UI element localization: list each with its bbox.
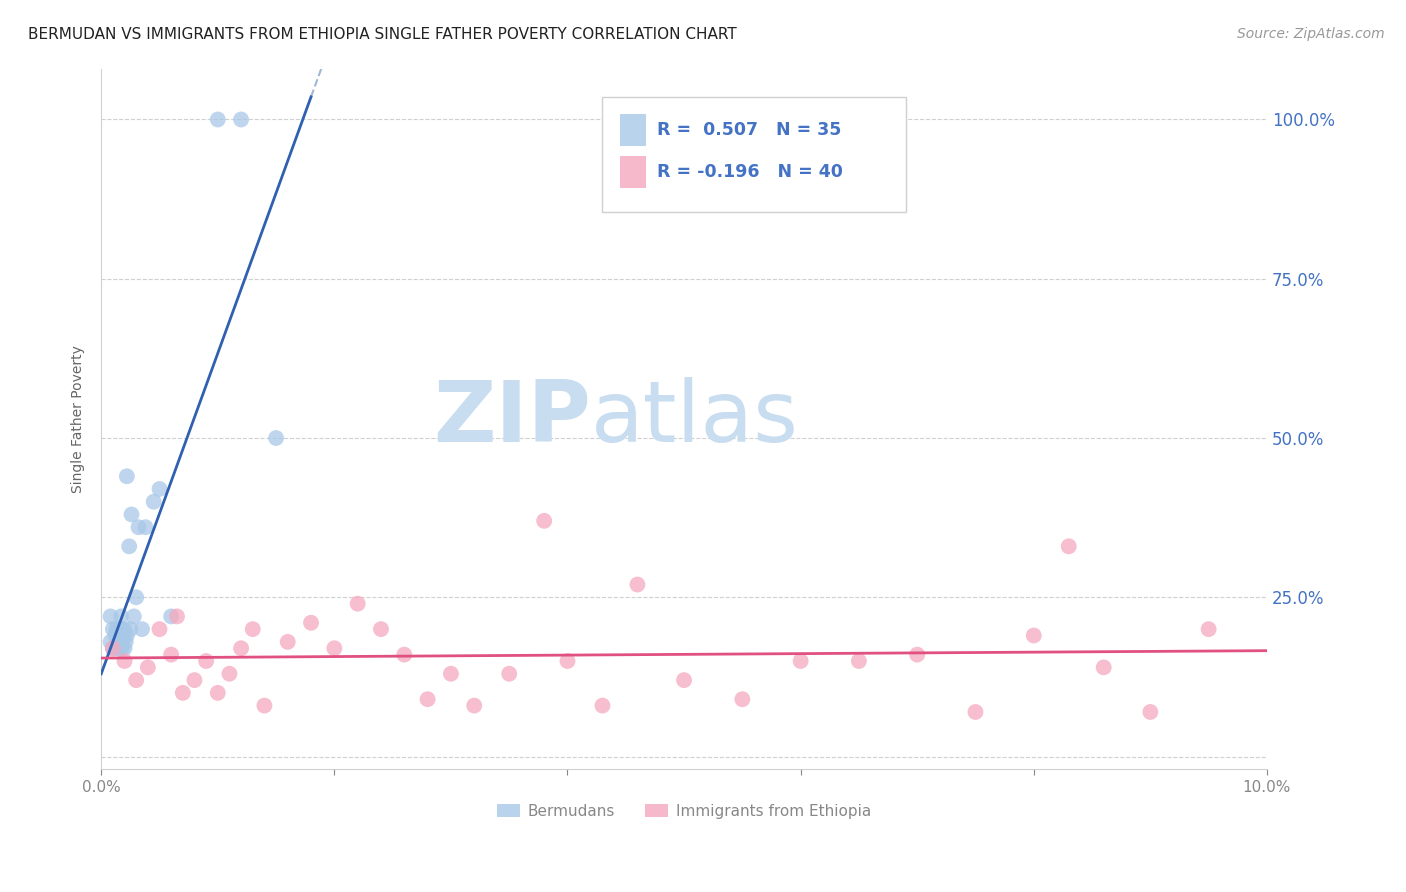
- Text: R = -0.196   N = 40: R = -0.196 N = 40: [657, 163, 844, 181]
- Text: ZIP: ZIP: [433, 377, 591, 460]
- Point: [101, 622, 124, 636]
- Text: Source: ZipAtlas.com: Source: ZipAtlas.com: [1237, 27, 1385, 41]
- Point: [114, 635, 136, 649]
- Point: [166, 609, 188, 624]
- Point: [277, 635, 299, 649]
- Text: R =  0.507   N = 35: R = 0.507 N = 35: [657, 120, 842, 139]
- Point: [111, 641, 134, 656]
- Point: [105, 622, 128, 636]
- Point: [195, 654, 218, 668]
- Point: [370, 622, 392, 636]
- Point: [121, 508, 143, 522]
- Point: [346, 597, 368, 611]
- Point: [253, 698, 276, 713]
- Text: atlas: atlas: [591, 377, 799, 460]
- Point: [323, 641, 346, 656]
- Point: [1057, 539, 1080, 553]
- Point: [108, 641, 131, 656]
- Point: [160, 648, 183, 662]
- Point: [114, 641, 136, 656]
- Point: [229, 641, 252, 656]
- Point: [125, 673, 148, 687]
- Point: [299, 615, 322, 630]
- Point: [142, 494, 165, 508]
- Point: [1198, 622, 1220, 636]
- Point: [115, 628, 138, 642]
- Point: [731, 692, 754, 706]
- Point: [101, 641, 124, 656]
- Point: [107, 641, 129, 656]
- Point: [120, 622, 142, 636]
- Point: [104, 628, 127, 642]
- Point: [172, 686, 194, 700]
- Text: BERMUDAN VS IMMIGRANTS FROM ETHIOPIA SINGLE FATHER POVERTY CORRELATION CHART: BERMUDAN VS IMMIGRANTS FROM ETHIOPIA SIN…: [28, 27, 737, 42]
- Point: [1092, 660, 1115, 674]
- Point: [114, 622, 136, 636]
- Point: [848, 654, 870, 668]
- Point: [264, 431, 287, 445]
- Point: [207, 112, 229, 127]
- Point: [114, 654, 136, 668]
- Point: [110, 635, 132, 649]
- Point: [218, 666, 240, 681]
- Point: [183, 673, 205, 687]
- FancyBboxPatch shape: [620, 114, 645, 145]
- Y-axis label: Single Father Poverty: Single Father Poverty: [72, 345, 86, 493]
- Point: [107, 622, 129, 636]
- Point: [789, 654, 811, 668]
- Point: [108, 628, 131, 642]
- Legend: Bermudans, Immigrants from Ethiopia: Bermudans, Immigrants from Ethiopia: [491, 797, 877, 825]
- Point: [440, 666, 463, 681]
- Point: [591, 698, 613, 713]
- Point: [557, 654, 579, 668]
- Point: [416, 692, 439, 706]
- Point: [136, 660, 159, 674]
- Point: [626, 577, 648, 591]
- Point: [673, 673, 696, 687]
- Point: [118, 539, 141, 553]
- Point: [112, 628, 135, 642]
- Point: [125, 591, 148, 605]
- Point: [160, 609, 183, 624]
- Point: [207, 686, 229, 700]
- Point: [463, 698, 485, 713]
- Point: [122, 609, 145, 624]
- Point: [128, 520, 150, 534]
- FancyBboxPatch shape: [620, 156, 645, 187]
- Point: [107, 635, 129, 649]
- FancyBboxPatch shape: [602, 96, 905, 212]
- Point: [1139, 705, 1161, 719]
- Point: [134, 520, 156, 534]
- Point: [1022, 628, 1045, 642]
- Point: [905, 648, 928, 662]
- Point: [101, 641, 124, 656]
- Point: [965, 705, 987, 719]
- Point: [111, 622, 134, 636]
- Point: [110, 609, 132, 624]
- Point: [131, 622, 153, 636]
- Point: [533, 514, 555, 528]
- Point: [394, 648, 416, 662]
- Point: [229, 112, 252, 127]
- Point: [498, 666, 520, 681]
- Point: [100, 635, 122, 649]
- Point: [242, 622, 264, 636]
- Point: [115, 469, 138, 483]
- Point: [100, 609, 122, 624]
- Point: [148, 622, 170, 636]
- Point: [148, 482, 170, 496]
